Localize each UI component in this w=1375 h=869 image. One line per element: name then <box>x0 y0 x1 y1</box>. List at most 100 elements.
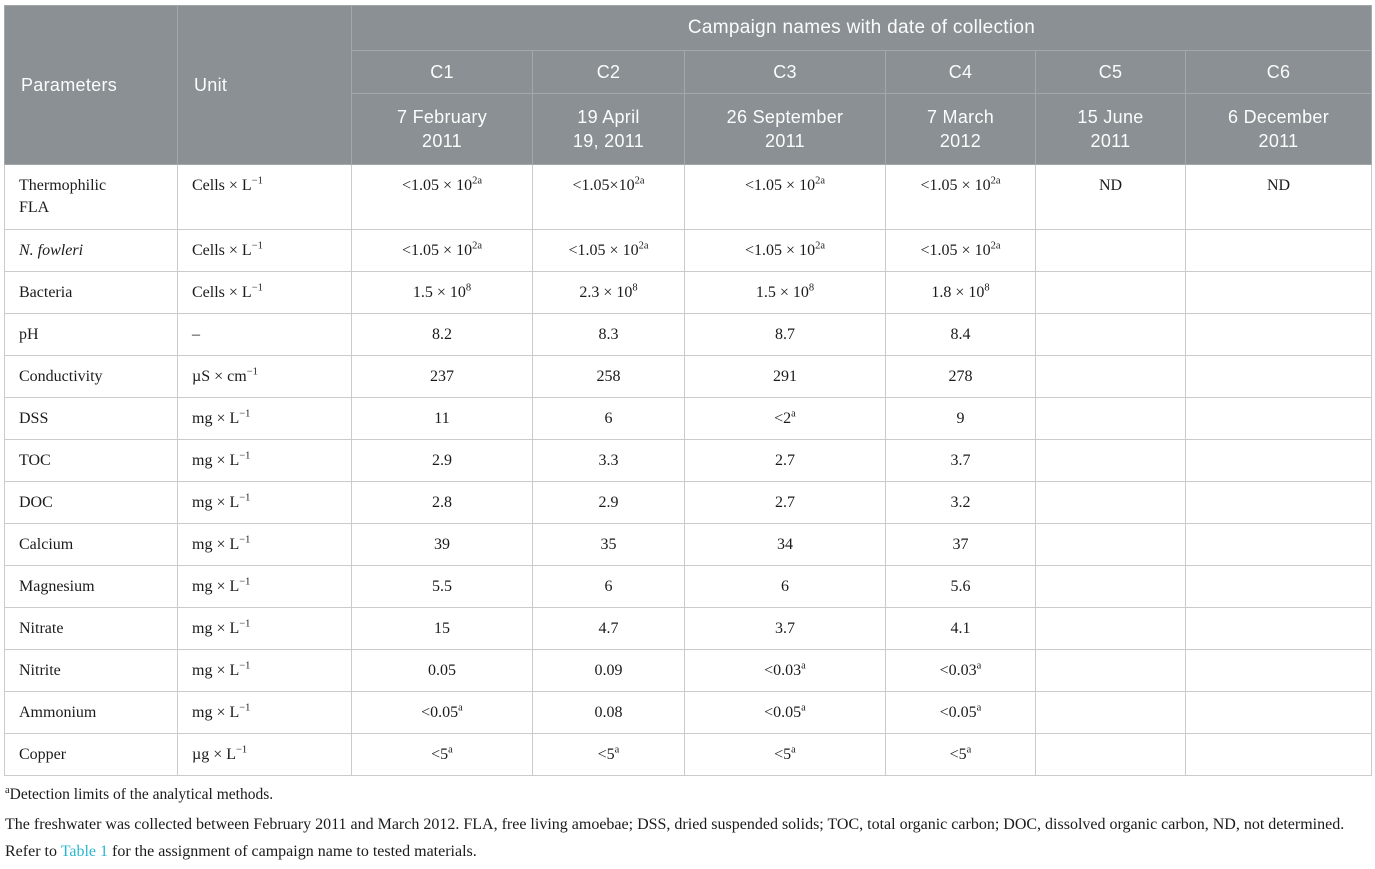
table-row: pH –8.2 8.3 8.7 8.4 <box>4 313 1372 356</box>
footnote-marker-a: a <box>5 784 10 796</box>
value-cell: 4.7 <box>532 607 685 650</box>
table-row: Ammonium mg × L−1 <0.05a 0.08 <0.05a <0.05a <box>4 691 1372 734</box>
value-cell <box>1035 355 1186 398</box>
parameter-cell: TOC <box>4 439 178 482</box>
value-cell <box>1185 691 1372 734</box>
footnote-detection-limits: aDetection limits of the analytical meth… <box>5 783 1372 807</box>
value-cell: 35 <box>532 523 685 566</box>
value-cell: 4.1 <box>885 607 1036 650</box>
value-cell: ND <box>1185 164 1372 230</box>
value-cell <box>1185 565 1372 608</box>
value-cell <box>1035 229 1186 272</box>
table-row: DOC mg × L−1 2.8 2.9 2.7 3.2 <box>4 481 1372 524</box>
value-cell: 0.05 <box>351 649 533 692</box>
value-cell: 1.8 × 108 <box>885 271 1036 314</box>
value-cell: 3.7 <box>684 607 886 650</box>
value-cell: 34 <box>684 523 886 566</box>
unit-cell: µS × cm−1 <box>177 355 352 398</box>
value-cell: 6 <box>532 397 685 440</box>
value-cell: 2.3 × 108 <box>532 271 685 314</box>
parameter-cell: Ammonium <box>4 691 178 734</box>
value-cell: 8.4 <box>885 313 1036 356</box>
value-cell: 1.5 × 108 <box>684 271 886 314</box>
campaign-header-c2: C2 <box>532 50 685 94</box>
campaign-dates-row: 7 February 2011 19 April 19, 2011 26 Septe… <box>5 93 1372 165</box>
value-cell: 8.7 <box>684 313 886 356</box>
value-cell <box>1035 481 1186 524</box>
unit-cell: µg × L−1 <box>177 733 352 776</box>
campaign-header-c6: C6 <box>1185 50 1372 94</box>
campaign-group-header: Campaign names with date of collection <box>351 5 1372 51</box>
value-cell <box>1035 565 1186 608</box>
value-cell: 39 <box>351 523 533 566</box>
campaign-date-c6: 6 December 2011 <box>1185 93 1372 165</box>
campaign-date-c3: 26 September 2011 <box>684 93 886 165</box>
campaign-header-c5: C5 <box>1035 50 1186 94</box>
value-cell: 3.2 <box>885 481 1036 524</box>
campaign-names-row: C1 C2 C3 C4 C5 C6 <box>5 50 1372 94</box>
value-cell: <0.05a <box>885 691 1036 734</box>
value-cell <box>1185 733 1372 776</box>
footnote-detection-text: Detection limits of the analytical metho… <box>9 786 274 803</box>
value-cell: 11 <box>351 397 533 440</box>
table-header: Parameters Unit Campaign names with date… <box>4 5 1372 165</box>
value-cell <box>1185 397 1372 440</box>
value-cell: <2a <box>684 397 886 440</box>
campaign-date-c1: 7 February 2011 <box>351 93 533 165</box>
parameter-cell: Thermophilic FLA <box>4 164 178 230</box>
header-group-row: Parameters Unit Campaign names with date… <box>4 5 1372 165</box>
value-cell <box>1185 439 1372 482</box>
value-cell: <1.05 × 102a <box>885 229 1036 272</box>
value-cell <box>1035 397 1186 440</box>
value-cell: 291 <box>684 355 886 398</box>
value-cell: 3.7 <box>885 439 1036 482</box>
value-cell: 2.7 <box>684 481 886 524</box>
parameter-cell: DOC <box>4 481 178 524</box>
value-cell <box>1035 313 1186 356</box>
table-row: Bacteria Cells × L−1 1.5 × 108 2.3 × 108 1.5… <box>4 271 1372 314</box>
value-cell: <1.05 × 102a <box>351 229 533 272</box>
parameter-cell: DSS <box>4 397 178 440</box>
value-cell <box>1185 481 1372 524</box>
table-1-link[interactable]: Table 1 <box>60 843 108 860</box>
table-row: Conductivity µS × cm−1 237 258 291 278 <box>4 355 1372 398</box>
value-cell: 37 <box>885 523 1036 566</box>
campaign-header-c1: C1 <box>351 50 533 94</box>
footnotes: aDetection limits of the analytical meth… <box>5 783 1372 865</box>
parameter-cell: N. fowleri <box>4 229 178 272</box>
column-header-unit: Unit <box>177 5 352 165</box>
value-cell <box>1185 313 1372 356</box>
value-cell: 0.08 <box>532 691 685 734</box>
value-cell <box>1185 355 1372 398</box>
value-cell: <5a <box>885 733 1036 776</box>
parameter-cell: Nitrite <box>4 649 178 692</box>
parameter-cell: Nitrate <box>4 607 178 650</box>
value-cell: 2.9 <box>351 439 533 482</box>
campaign-header-c4: C4 <box>885 50 1036 94</box>
campaign-date-c4: 7 March 2012 <box>885 93 1036 165</box>
campaign-date-c5: 15 June 2011 <box>1035 93 1186 165</box>
campaign-header-c3: C3 <box>684 50 886 94</box>
value-cell <box>1035 523 1186 566</box>
footnote-text-before-link: The freshwater was collected between Feb… <box>5 816 1345 860</box>
value-cell: 0.09 <box>532 649 685 692</box>
value-cell: <5a <box>684 733 886 776</box>
value-cell: 237 <box>351 355 533 398</box>
table-row: Copper µg × L−1 <5a <5a <5a <5a <box>4 733 1372 776</box>
campaign-data-table: Parameters Unit Campaign names with date… <box>4 5 1372 776</box>
unit-cell: mg × L−1 <box>177 481 352 524</box>
value-cell <box>1035 439 1186 482</box>
column-header-parameters: Parameters <box>4 5 178 165</box>
value-cell: 3.3 <box>532 439 685 482</box>
value-cell: 6 <box>684 565 886 608</box>
value-cell: <0.05a <box>351 691 533 734</box>
parameter-cell: Calcium <box>4 523 178 566</box>
unit-cell: Cells × L−1 <box>177 164 352 230</box>
value-cell: 1.5 × 108 <box>351 271 533 314</box>
unit-cell: mg × L−1 <box>177 607 352 650</box>
value-cell: <1.05×102a <box>532 164 685 230</box>
value-cell: <0.03a <box>885 649 1036 692</box>
value-cell: 9 <box>885 397 1036 440</box>
unit-cell: mg × L−1 <box>177 565 352 608</box>
table-body: Thermophilic FLA Cells × L−1 <1.05 × 102a <… <box>4 164 1372 776</box>
